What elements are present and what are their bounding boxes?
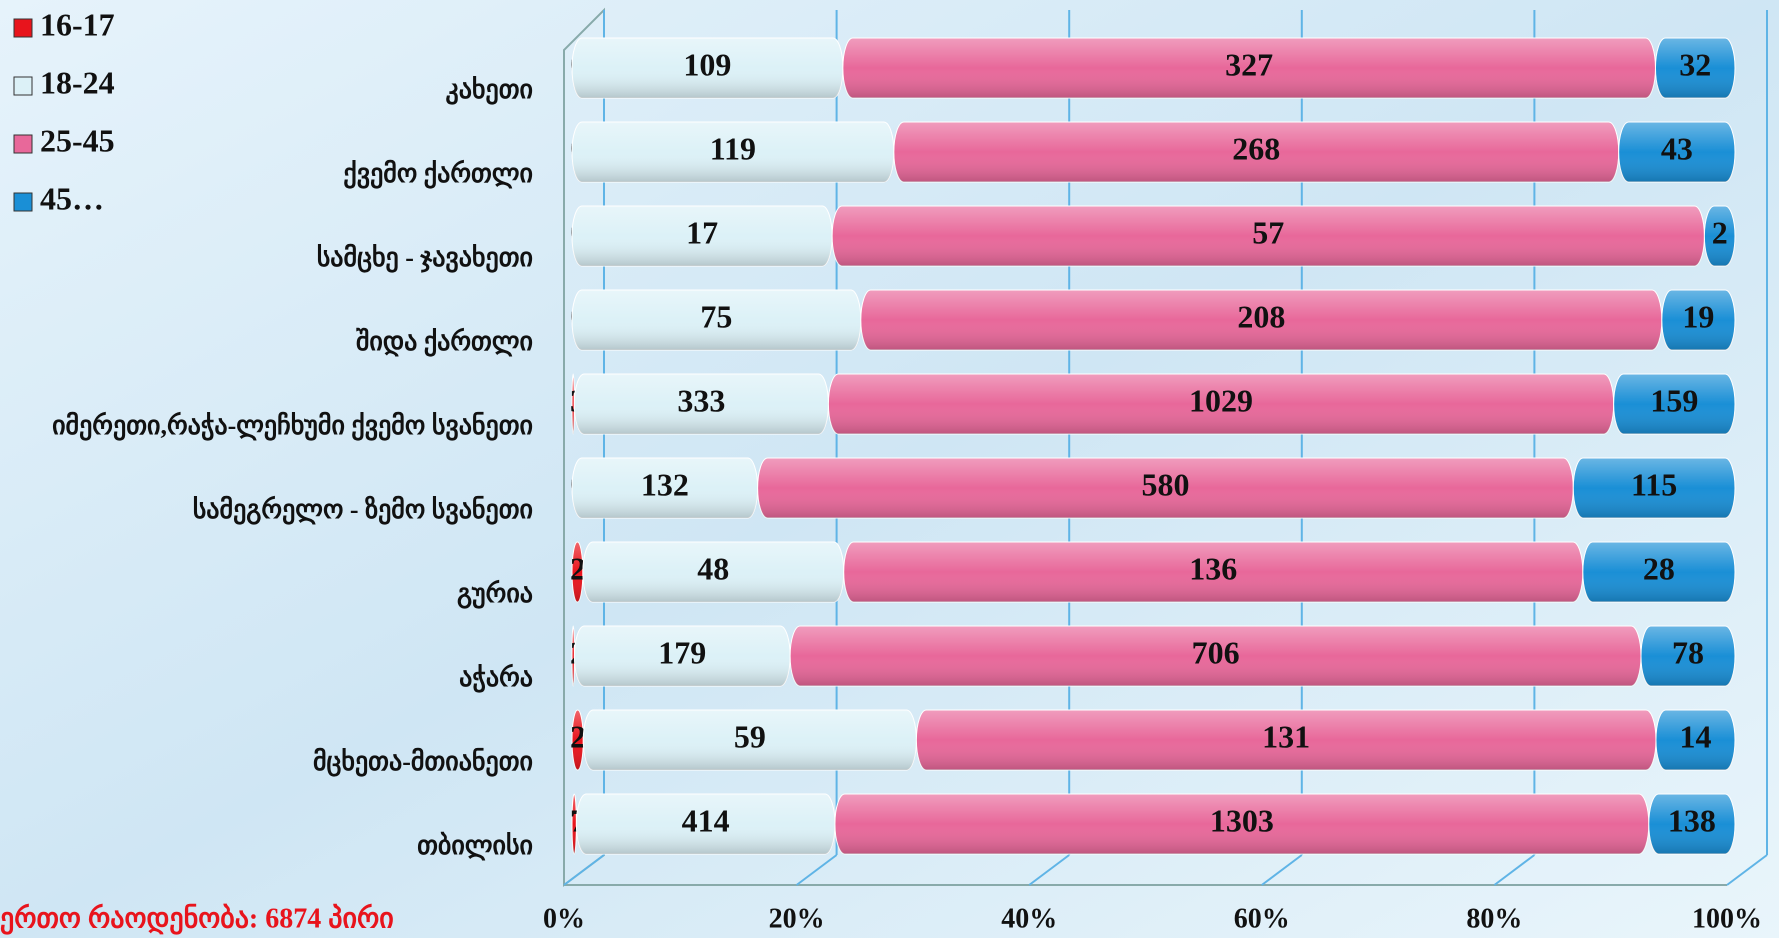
value-label: 333 — [677, 382, 725, 418]
value-label: 119 — [710, 130, 756, 166]
value-label: 138 — [1668, 802, 1716, 838]
legend-swatch — [13, 18, 33, 38]
grid-line — [563, 854, 605, 886]
category-label: ქვემო ქართლი — [343, 159, 533, 189]
bar-shade — [572, 206, 833, 266]
value-label: 19 — [1682, 298, 1714, 334]
bar-shade — [893, 122, 1619, 182]
value-label: 2 — [1712, 214, 1728, 250]
legend-label: 45… — [40, 180, 104, 216]
value-label: 109 — [683, 46, 731, 82]
category-label: შიდა ქართლი — [356, 327, 533, 357]
bar-shade — [572, 626, 575, 686]
bar-shade — [1640, 626, 1735, 686]
bar-shade — [843, 542, 1583, 602]
note: ერთო რაოდენობა: 6874 პირი — [0, 903, 394, 935]
value-label: 1029 — [1189, 382, 1253, 418]
value-label: 14 — [1679, 718, 1711, 754]
value-label: 17 — [686, 214, 718, 250]
value-label: 414 — [682, 802, 730, 838]
bar-shade — [1573, 458, 1735, 518]
bar-shade — [1661, 290, 1735, 350]
value-label: 78 — [1672, 634, 1704, 670]
grid-line — [1493, 854, 1536, 886]
bar-shade — [572, 374, 575, 434]
bar-shade — [572, 290, 861, 350]
value-label: 327 — [1225, 46, 1273, 82]
bar-shade — [1618, 122, 1735, 182]
bar-shade — [1655, 710, 1735, 770]
value-label: 2 — [570, 718, 586, 754]
bar-shade — [828, 374, 1614, 434]
bar-shade — [790, 626, 1641, 686]
bar-shade — [1613, 374, 1735, 434]
value-label: 136 — [1189, 550, 1237, 586]
bar-shade — [1655, 38, 1735, 98]
bar-shade — [574, 626, 791, 686]
bar-shade — [757, 458, 1574, 518]
value-label: 2 — [570, 550, 586, 586]
grid-line — [1028, 854, 1070, 886]
legend-swatch — [13, 192, 33, 212]
value-label: 208 — [1237, 298, 1285, 334]
bar-shade — [1582, 542, 1735, 602]
bar-shade — [582, 542, 844, 602]
value-label: 115 — [1631, 466, 1677, 502]
value-label: 57 — [1252, 214, 1284, 250]
x-tick-label: 100% — [1692, 903, 1762, 934]
value-label: 132 — [641, 466, 689, 502]
x-tick-label: 0% — [543, 903, 585, 934]
grid-line — [795, 854, 838, 886]
bar-shade — [572, 38, 843, 98]
category-label: გურია — [457, 579, 533, 609]
value-label: 59 — [734, 718, 766, 754]
category-label: სამეგრელო - ზემო სვანეთი — [193, 495, 533, 525]
category-label: მცხეთა-მთიანეთი — [313, 747, 533, 777]
grid-line — [1726, 854, 1768, 886]
value-label: 706 — [1192, 634, 1240, 670]
value-label: 43 — [1661, 130, 1693, 166]
value-label: 179 — [658, 634, 706, 670]
legend-swatch — [13, 76, 33, 96]
bar-shade — [1704, 206, 1735, 266]
category-label: აჭარა — [459, 663, 533, 693]
value-label: 580 — [1141, 466, 1189, 502]
x-tick-label: 20% — [769, 903, 825, 934]
bar-shade — [860, 290, 1662, 350]
x-tick-label: 80% — [1466, 903, 1522, 934]
category-label: სამცხე - ჯავახეთი — [317, 243, 533, 273]
category-label: კახეთი — [445, 75, 533, 105]
bar-shade — [572, 710, 584, 770]
legend-label: 25-45 — [40, 122, 115, 158]
bar-shade — [583, 710, 917, 770]
bar-shade — [842, 38, 1656, 98]
bar-shade — [572, 542, 583, 602]
legend-label: 18-24 — [40, 64, 115, 100]
value-label: 48 — [697, 550, 729, 586]
bar-shade — [832, 206, 1705, 266]
bar-shade — [572, 458, 758, 518]
bar-shade — [1648, 794, 1735, 854]
value-label: 32 — [1679, 46, 1711, 82]
grid-line — [1261, 854, 1303, 886]
value-label: 1303 — [1210, 802, 1274, 838]
category-label: იმერეთი,რაჭა-ლეჩხუმი ქვემო სვანეთი — [52, 411, 533, 441]
bar-shade — [576, 794, 835, 854]
value-label: 268 — [1232, 130, 1280, 166]
x-tick-label: 60% — [1234, 903, 1290, 934]
value-label: 75 — [700, 298, 732, 334]
legend-label: 16-17 — [40, 6, 115, 42]
bar-shade — [572, 794, 577, 854]
bar-shade — [916, 710, 1656, 770]
bar-shade — [834, 794, 1649, 854]
legend-swatch — [13, 134, 33, 154]
category-label: თბილისი — [417, 831, 533, 861]
value-label: 159 — [1650, 382, 1698, 418]
value-label: 131 — [1262, 718, 1310, 754]
x-tick-label: 40% — [1001, 903, 1057, 934]
bar-shade — [574, 374, 829, 434]
bar-shade — [572, 122, 894, 182]
value-label: 28 — [1643, 550, 1675, 586]
